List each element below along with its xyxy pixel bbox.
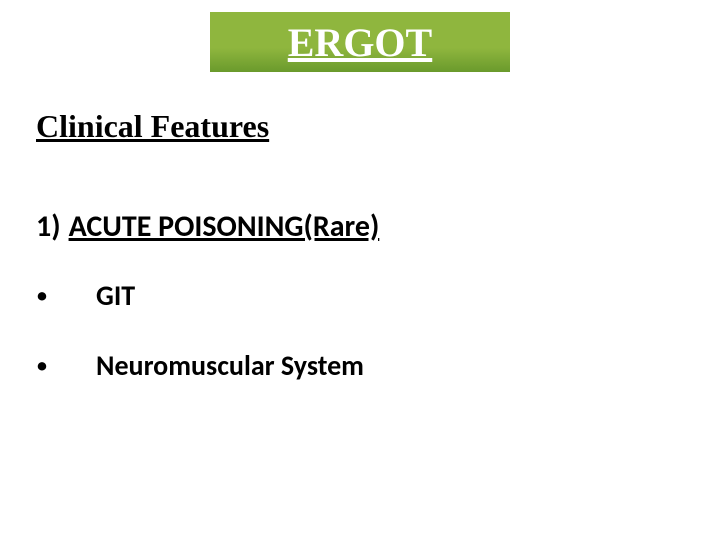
subheading: 1)ACUTE POISONING(Rare) bbox=[36, 208, 379, 245]
section-heading: Clinical Features bbox=[36, 108, 269, 145]
bullet-marker: • bbox=[36, 351, 96, 380]
title-text: ERGOT bbox=[288, 19, 432, 66]
subheading-number: 1) bbox=[36, 208, 61, 245]
bullet-text: Neuromuscular System bbox=[96, 348, 364, 383]
bullet-text: GIT bbox=[96, 278, 135, 313]
title-box: ERGOT bbox=[210, 12, 510, 72]
bullet-item: • GIT bbox=[36, 278, 135, 313]
bullet-marker: • bbox=[36, 281, 96, 310]
subheading-text: ACUTE POISONING(Rare) bbox=[69, 208, 380, 245]
bullet-item: • Neuromuscular System bbox=[36, 348, 364, 383]
